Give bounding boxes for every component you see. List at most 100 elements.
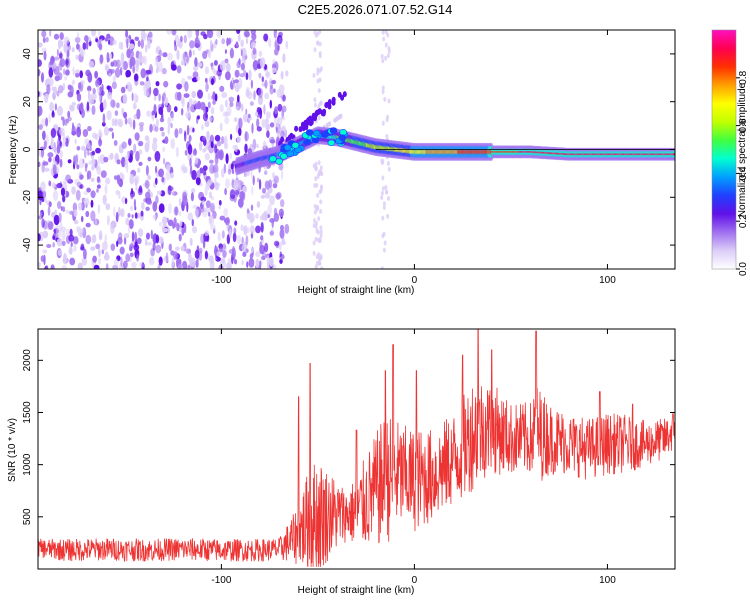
spectrogram-noise-blob [137,40,141,47]
spectrogram-noise-blob [228,38,232,45]
spectrogram-noise-blob [96,176,101,183]
spectrogram-noise-blob [285,70,289,77]
spectrogram-noise-blob [90,177,95,182]
spectrogram-noise-blob [47,205,51,216]
spectrogram-noise-blob [221,92,228,99]
spectrogram-noise-blob [199,167,204,174]
spectrogram-noise-blob [106,85,111,90]
spectrogram-noise-blob [272,172,275,179]
spectrogram-noise-blob [216,251,221,257]
spectrogram-noise-blob [84,148,87,159]
spectrogram-noise-blob [146,232,150,240]
spectrogram-noise-blob [161,176,165,183]
spectrogram-noise-blob [72,122,74,131]
spectrogram-streak-dot [380,266,384,269]
spectrogram-streak-dot [315,206,319,212]
spectrogram-noise-blob [72,66,75,76]
spectrogram-x-tick-label: -100 [211,275,231,286]
spectrogram-noise-blob [181,108,184,116]
spectrogram-noise-blob [43,197,47,203]
spectrogram-noise-blob [43,140,47,150]
spectrogram-streak-dot [381,215,385,221]
spectrogram-noise-blob [101,83,104,93]
spectrogram-noise-blob [60,226,67,232]
spectrogram-noise-blob [124,117,128,125]
spectrogram-noise-blob [124,154,128,165]
spectrogram-noise-blob [243,172,247,177]
spectrogram-noise-blob [259,260,262,269]
spectrogram-streak-dot [386,161,390,166]
spectrogram-noise-blob [147,156,152,162]
spectrogram-streak-dot [317,115,321,121]
spectrogram-noise-blob [210,62,214,67]
spectrogram-noise-blob [121,61,124,72]
spectrogram-noise-blob [48,114,51,123]
spectrogram-noise-blob [38,161,41,167]
spectrogram-noise-blob [98,257,101,265]
spectrogram-noise-blob [240,39,244,48]
spectrogram-noise-blob [191,169,197,181]
spectrogram-noise-blob [79,174,84,180]
spectrogram-noise-blob [97,155,101,166]
spectrogram-noise-blob [275,32,278,43]
spectrogram-track-cluster [339,129,348,136]
spectrogram-noise-blob [219,122,223,132]
spectrogram-noise-blob [152,214,157,219]
spectrogram-streak-dot [381,30,385,35]
spectrogram-noise-blob [74,36,81,44]
spectrogram-noise-blob [207,92,211,101]
spectrogram-noise-blob [61,264,67,269]
spectrogram-noise-blob [90,199,94,208]
spectrogram-noise-blob [138,122,145,127]
spectrogram-streak-dot [381,175,385,181]
spectrogram-noise-blob [278,31,283,38]
spectrogram-noise-blob [116,174,121,185]
spectrogram-noise-blob [106,110,112,121]
spectrogram-noise-blob [285,40,289,50]
spectrogram-noise-blob [91,236,94,244]
spectrogram-noise-blob [282,94,286,102]
spectrogram-noise-blob [279,258,283,264]
spectrogram-noise-blob [110,223,115,234]
spectrogram-noise-blob [209,255,214,264]
spectrogram-x-tick-label: 0 [412,275,418,286]
spectrogram-noise-blob [98,95,101,101]
spectrogram-track-cluster [303,138,312,146]
colorbar: 0.0 0.2 0.4 0.6 0.8 Normalized spectral ampl… [711,29,749,276]
spectrogram-noise-blob [241,259,244,266]
spectrogram-noise-blob [280,199,285,208]
spectrogram-noise-blob [202,135,207,141]
spectrogram-noise-blob [143,55,147,65]
spectrogram-noise-blob [155,56,159,67]
spectrogram-noise-blob [170,138,175,150]
spectrogram-noise-blob [133,73,139,82]
spectrogram-noise-blob [62,195,66,203]
spectrogram-noise-blob [188,258,194,264]
spectrogram-noise-blob [141,202,145,210]
spectrogram-streak-dot [317,216,321,222]
spectrogram-noise-blob [67,110,71,118]
spectrogram-noise-blob [273,175,279,184]
spectrogram-noise-blob [187,264,191,269]
spectrogram-noise-blob [54,103,58,111]
spectrogram-noise-blob [40,255,45,262]
spectrogram-noise-blob [158,93,161,102]
spectrogram-noise-blob [155,177,158,185]
spectrogram-noise-blob [189,40,195,49]
spectrogram-noise-blob [138,149,143,155]
spectrogram-noise-blob [263,170,268,176]
spectrogram-noise-blob [176,83,183,90]
spectrogram-noise-blob [56,144,61,154]
spectrogram-noise-blob [161,131,165,137]
spectrogram-noise-blob [48,201,52,208]
spectrogram-noise-blob [92,132,97,139]
spectrogram-noise-blob [105,263,109,269]
spectrogram-noise-blob [194,39,201,49]
spectrogram-noise-blob [84,35,89,42]
spectrogram-noise-blob [46,244,52,248]
spectrogram-noise-blob [57,85,64,94]
spectrogram-noise-blob [74,139,77,144]
spectrogram-noise-blob [251,122,254,134]
spectrogram-streak-dot [382,201,386,207]
